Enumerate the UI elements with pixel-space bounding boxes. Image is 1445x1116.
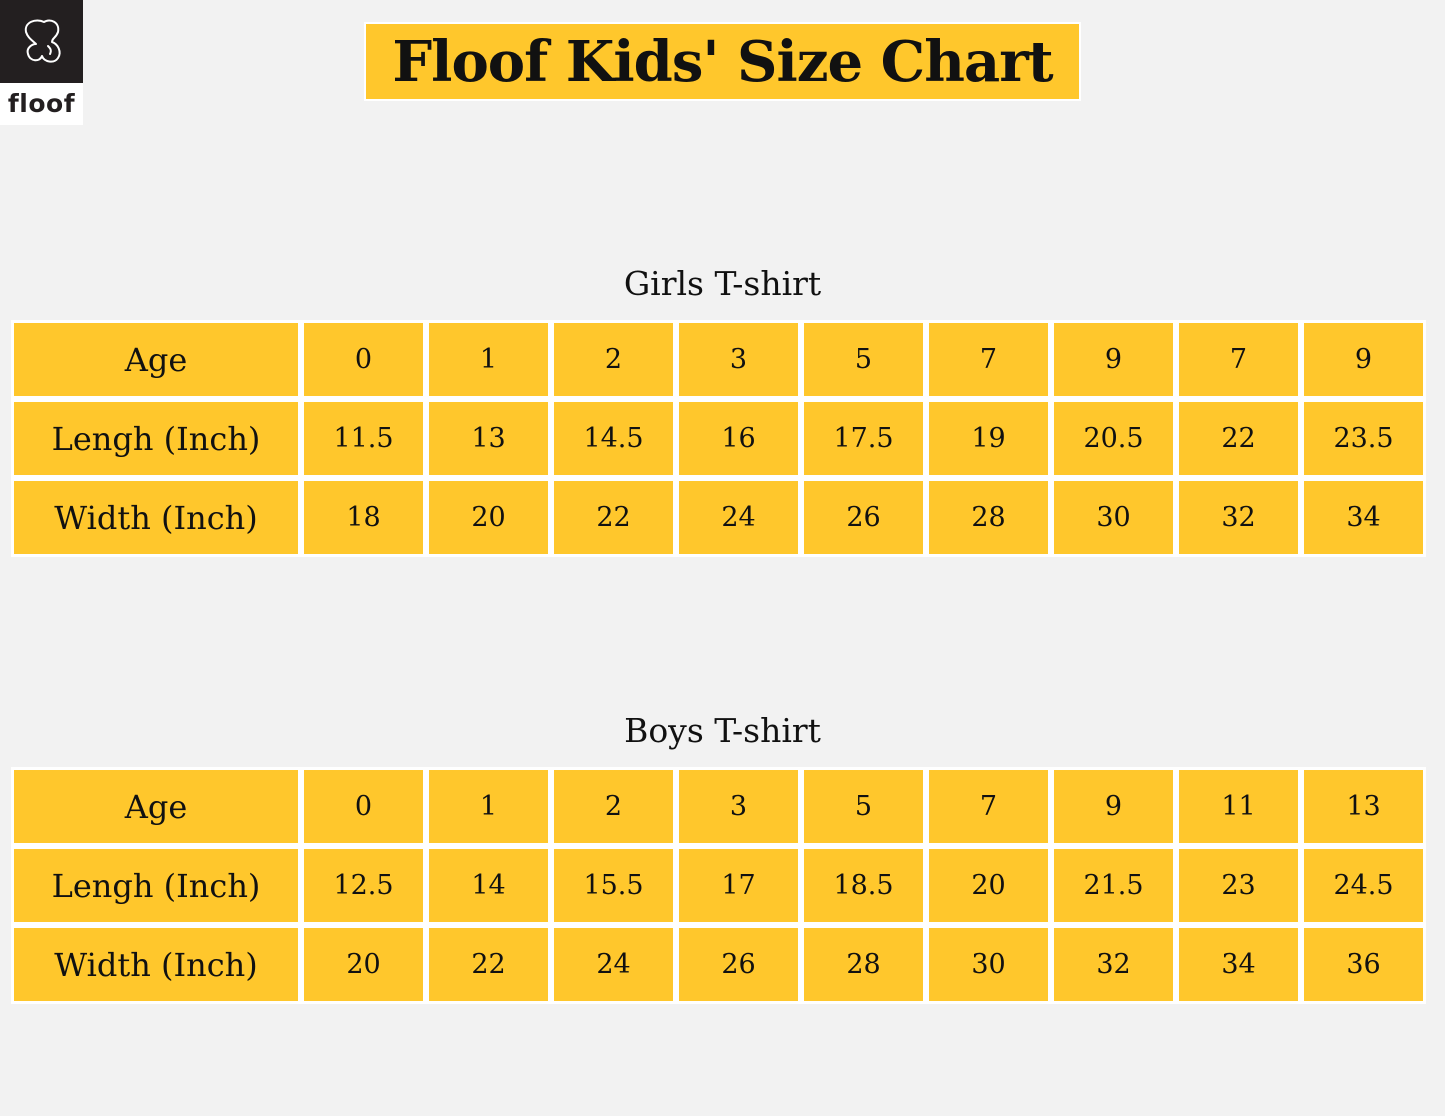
table-cell: 9 [1051, 320, 1176, 399]
table-cell: 32 [1051, 925, 1176, 1004]
table-cell: 0 [301, 320, 426, 399]
table-cell: 14.5 [551, 399, 676, 478]
table-cell: 16 [676, 399, 801, 478]
boys-section-title: Boys T-shirt [624, 711, 821, 750]
girls-size-table: Age 0 1 2 3 5 7 9 7 9 Lengh (Inch) 11.5 13 14.5 16 17.5… [11, 320, 1429, 557]
table-cell: 19 [926, 399, 1051, 478]
table-cell: 3 [676, 320, 801, 399]
row-label: Age [11, 767, 301, 846]
page-title: Floof Kids' Size Chart [392, 28, 1053, 95]
table-cell: 22 [426, 925, 551, 1004]
table-cell: 12.5 [301, 846, 426, 925]
table-cell: 20 [926, 846, 1051, 925]
table-cell: 9 [1051, 767, 1176, 846]
table-cell: 1 [426, 767, 551, 846]
table-cell: 28 [926, 478, 1051, 557]
table-cell: 32 [1176, 478, 1301, 557]
table-cell: 1 [426, 320, 551, 399]
table-cell: 22 [551, 478, 676, 557]
table-cell: 11.5 [301, 399, 426, 478]
table-cell: 36 [1301, 925, 1426, 1004]
table-cell: 5 [801, 767, 926, 846]
table-cell: 24 [676, 478, 801, 557]
table-cell: 9 [1301, 320, 1426, 399]
table-cell: 24 [551, 925, 676, 1004]
table-cell: 17.5 [801, 399, 926, 478]
dog-outline-icon [0, 0, 83, 83]
table-cell: 23.5 [1301, 399, 1426, 478]
table-cell: 7 [926, 320, 1051, 399]
table-cell: 26 [676, 925, 801, 1004]
row-label: Age [11, 320, 301, 399]
table-cell: 0 [301, 767, 426, 846]
table-cell: 11 [1176, 767, 1301, 846]
table-cell: 2 [551, 767, 676, 846]
title-banner: Floof Kids' Size Chart [364, 22, 1081, 101]
row-label: Width (Inch) [11, 478, 301, 557]
table-cell: 30 [1051, 478, 1176, 557]
brand-logo: floof [0, 0, 83, 125]
table-cell: 20 [426, 478, 551, 557]
table-cell: 17 [676, 846, 801, 925]
table-cell: 20.5 [1051, 399, 1176, 478]
row-label: Lengh (Inch) [11, 399, 301, 478]
table-cell: 18 [301, 478, 426, 557]
table-cell: 34 [1176, 925, 1301, 1004]
table-cell: 26 [801, 478, 926, 557]
table-cell: 24.5 [1301, 846, 1426, 925]
table-cell: 7 [926, 767, 1051, 846]
table-cell: 34 [1301, 478, 1426, 557]
table-cell: 23 [1176, 846, 1301, 925]
table-cell: 28 [801, 925, 926, 1004]
table-cell: 3 [676, 767, 801, 846]
table-cell: 18.5 [801, 846, 926, 925]
table-cell: 30 [926, 925, 1051, 1004]
table-cell: 22 [1176, 399, 1301, 478]
row-label: Lengh (Inch) [11, 846, 301, 925]
table-cell: 21.5 [1051, 846, 1176, 925]
boys-size-table: Age 0 1 2 3 5 7 9 11 13 Lengh (Inch) 12.5 14 15.5 17 18… [11, 767, 1429, 1004]
table-cell: 20 [301, 925, 426, 1004]
table-cell: 15.5 [551, 846, 676, 925]
table-cell: 2 [551, 320, 676, 399]
table-cell: 13 [426, 399, 551, 478]
row-label: Width (Inch) [11, 925, 301, 1004]
table-cell: 13 [1301, 767, 1426, 846]
brand-name: floof [7, 89, 76, 118]
table-cell: 5 [801, 320, 926, 399]
girls-section-title: Girls T-shirt [623, 264, 822, 303]
table-cell: 14 [426, 846, 551, 925]
table-cell: 7 [1176, 320, 1301, 399]
